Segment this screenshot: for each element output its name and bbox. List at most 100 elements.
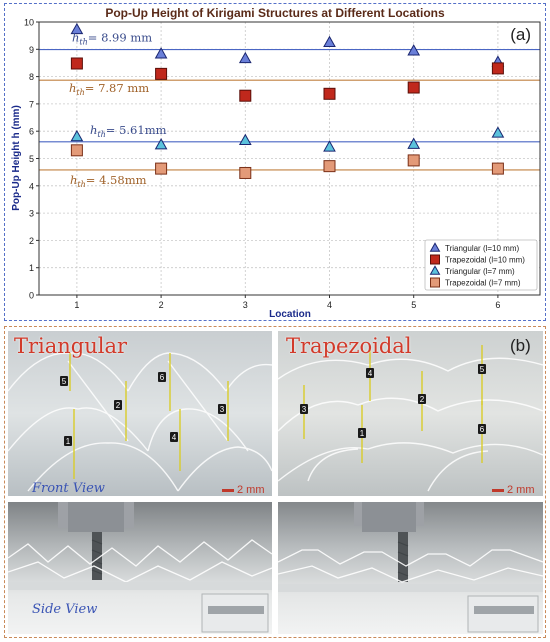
y-tick-label: 9: [29, 45, 34, 55]
reference-value: = 7.87 mm: [85, 81, 149, 95]
location-number: 6: [160, 373, 165, 382]
y-tick-label: 1: [29, 263, 34, 273]
location-badge: [158, 372, 166, 382]
legend-label: Triangular (l=10 mm): [445, 244, 520, 253]
legend-label: Trapezoidal (l=10 mm): [445, 256, 525, 265]
data-point: [491, 162, 504, 175]
y-axis-label: Pop-Up Height h (mm): [11, 105, 22, 211]
location-badge: [478, 364, 486, 374]
legend-marker: [430, 277, 440, 288]
location-badge: [366, 368, 374, 378]
legend-label: Trapezoidal (l=7 mm): [445, 279, 521, 288]
data-point: [154, 47, 168, 59]
triangular-side-image: [8, 502, 272, 634]
x-tick-label: 1: [74, 300, 79, 310]
front-view-label: Front View: [32, 481, 105, 496]
location-badge: [418, 394, 426, 404]
location-number: 4: [368, 369, 373, 378]
data-point: [323, 160, 336, 173]
panel-a-tag: (a): [510, 25, 531, 44]
scale-bar-right: 2 mm: [492, 484, 535, 496]
data-point: [155, 162, 168, 175]
data-point: [70, 144, 83, 157]
x-tick-label: 5: [411, 300, 416, 310]
legend-marker: [429, 242, 441, 252]
triangular-label: Triangular: [14, 334, 128, 358]
legend: Triangular (l=10 mm) Trapezoidal (l=10 mm…: [424, 239, 538, 291]
data-point: [239, 89, 252, 102]
reference-subscript: th: [97, 130, 105, 139]
data-point: [70, 129, 84, 142]
data-point: [238, 133, 252, 146]
y-tick-label: 3: [29, 209, 34, 219]
reference-symbol: h: [69, 81, 76, 95]
reference-label: hth= 7.87 mm: [69, 81, 149, 97]
data-point: [407, 81, 420, 94]
photo-panel: [4, 326, 546, 638]
y-tick-label: 8: [29, 72, 34, 82]
data-point: [407, 137, 421, 149]
location-badge: [478, 424, 486, 434]
reference-subscript: th: [79, 38, 87, 47]
data-point: [491, 126, 505, 138]
location-number: 1: [360, 429, 365, 438]
legend-box: [424, 239, 538, 291]
x-tick-label: 3: [243, 300, 248, 310]
y-tick-label: 7: [29, 99, 34, 109]
y-tick-label: 5: [29, 154, 34, 164]
location-number: 2: [420, 395, 425, 404]
data-point: [323, 87, 336, 100]
reference-symbol: h: [90, 123, 97, 137]
data-point: [407, 154, 420, 167]
reference-label: hth= 4.58mm: [70, 173, 147, 189]
trapezoidal-side-photo: [278, 502, 543, 634]
scale-text: 2 mm: [507, 484, 535, 496]
panel-b-tag: (b): [510, 336, 531, 355]
data-point: [491, 62, 504, 75]
data-point: [70, 22, 84, 35]
y-tick-label: 6: [29, 127, 34, 137]
reference-value: = 4.58mm: [86, 173, 147, 187]
y-tick-label: 0: [29, 291, 34, 301]
trapezoidal-front-image: 4 5 3 2 1 6: [278, 331, 543, 496]
triangular-side-photo: [8, 502, 272, 634]
y-tick-label: 2: [29, 236, 34, 246]
reference-value: = 5.61mm: [106, 123, 167, 137]
legend-marker: [430, 254, 440, 265]
side-view-label: Side View: [32, 602, 98, 617]
location-badge: [218, 404, 226, 414]
location-number: 4: [172, 433, 177, 442]
pop-up-height-chart: Pop-Up Height of Kirigami Structures at …: [11, 6, 541, 320]
data-point: [238, 51, 252, 64]
data-point: [70, 57, 83, 70]
location-number: 5: [480, 365, 485, 374]
y-tick-label: 10: [24, 18, 34, 28]
location-number: 6: [480, 425, 485, 434]
axes: 0 1 2 3 4 5 6 7 8 9 10 1 2 3 4 5 6: [24, 18, 541, 310]
x-tick-label: 4: [327, 300, 332, 310]
scale-text: 2 mm: [237, 484, 265, 496]
data-point: [407, 44, 421, 56]
reference-subscript: th: [76, 88, 84, 97]
x-axis-label: Location: [269, 309, 311, 320]
data-point: [323, 35, 336, 48]
trapezoidal-front-photo: 4 5 3 2 1 6: [278, 331, 543, 496]
reference-label: hth= 5.61mm: [90, 123, 167, 139]
legend-marker: [429, 265, 441, 275]
x-tick-label: 6: [495, 300, 500, 310]
location-number: 3: [220, 405, 225, 414]
reference-lines: [39, 49, 540, 171]
reference-symbol: h: [70, 173, 77, 187]
trapezoidal-side-image: [278, 502, 543, 634]
location-number: 1: [66, 437, 71, 446]
data-point: [239, 166, 252, 179]
chart-panel: [4, 3, 546, 321]
chart-title: Pop-Up Height of Kirigami Structures at …: [105, 6, 445, 20]
scale-bar-left: 2 mm: [222, 484, 265, 496]
data-point: [155, 67, 168, 80]
location-badge: [170, 432, 178, 442]
x-tick-label: 2: [159, 300, 164, 310]
triangular-front-photo: 5 2 6 3 1 4: [8, 331, 272, 496]
location-number: 3: [302, 405, 307, 414]
